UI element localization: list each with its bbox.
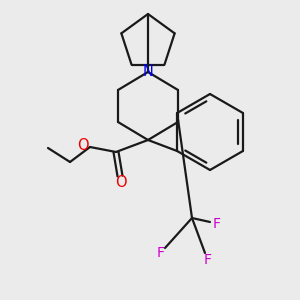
Text: F: F [156,246,164,260]
Text: O: O [77,138,89,153]
Text: F: F [203,253,211,267]
Text: O: O [115,176,127,190]
Text: N: N [142,64,153,80]
Text: F: F [213,217,221,230]
